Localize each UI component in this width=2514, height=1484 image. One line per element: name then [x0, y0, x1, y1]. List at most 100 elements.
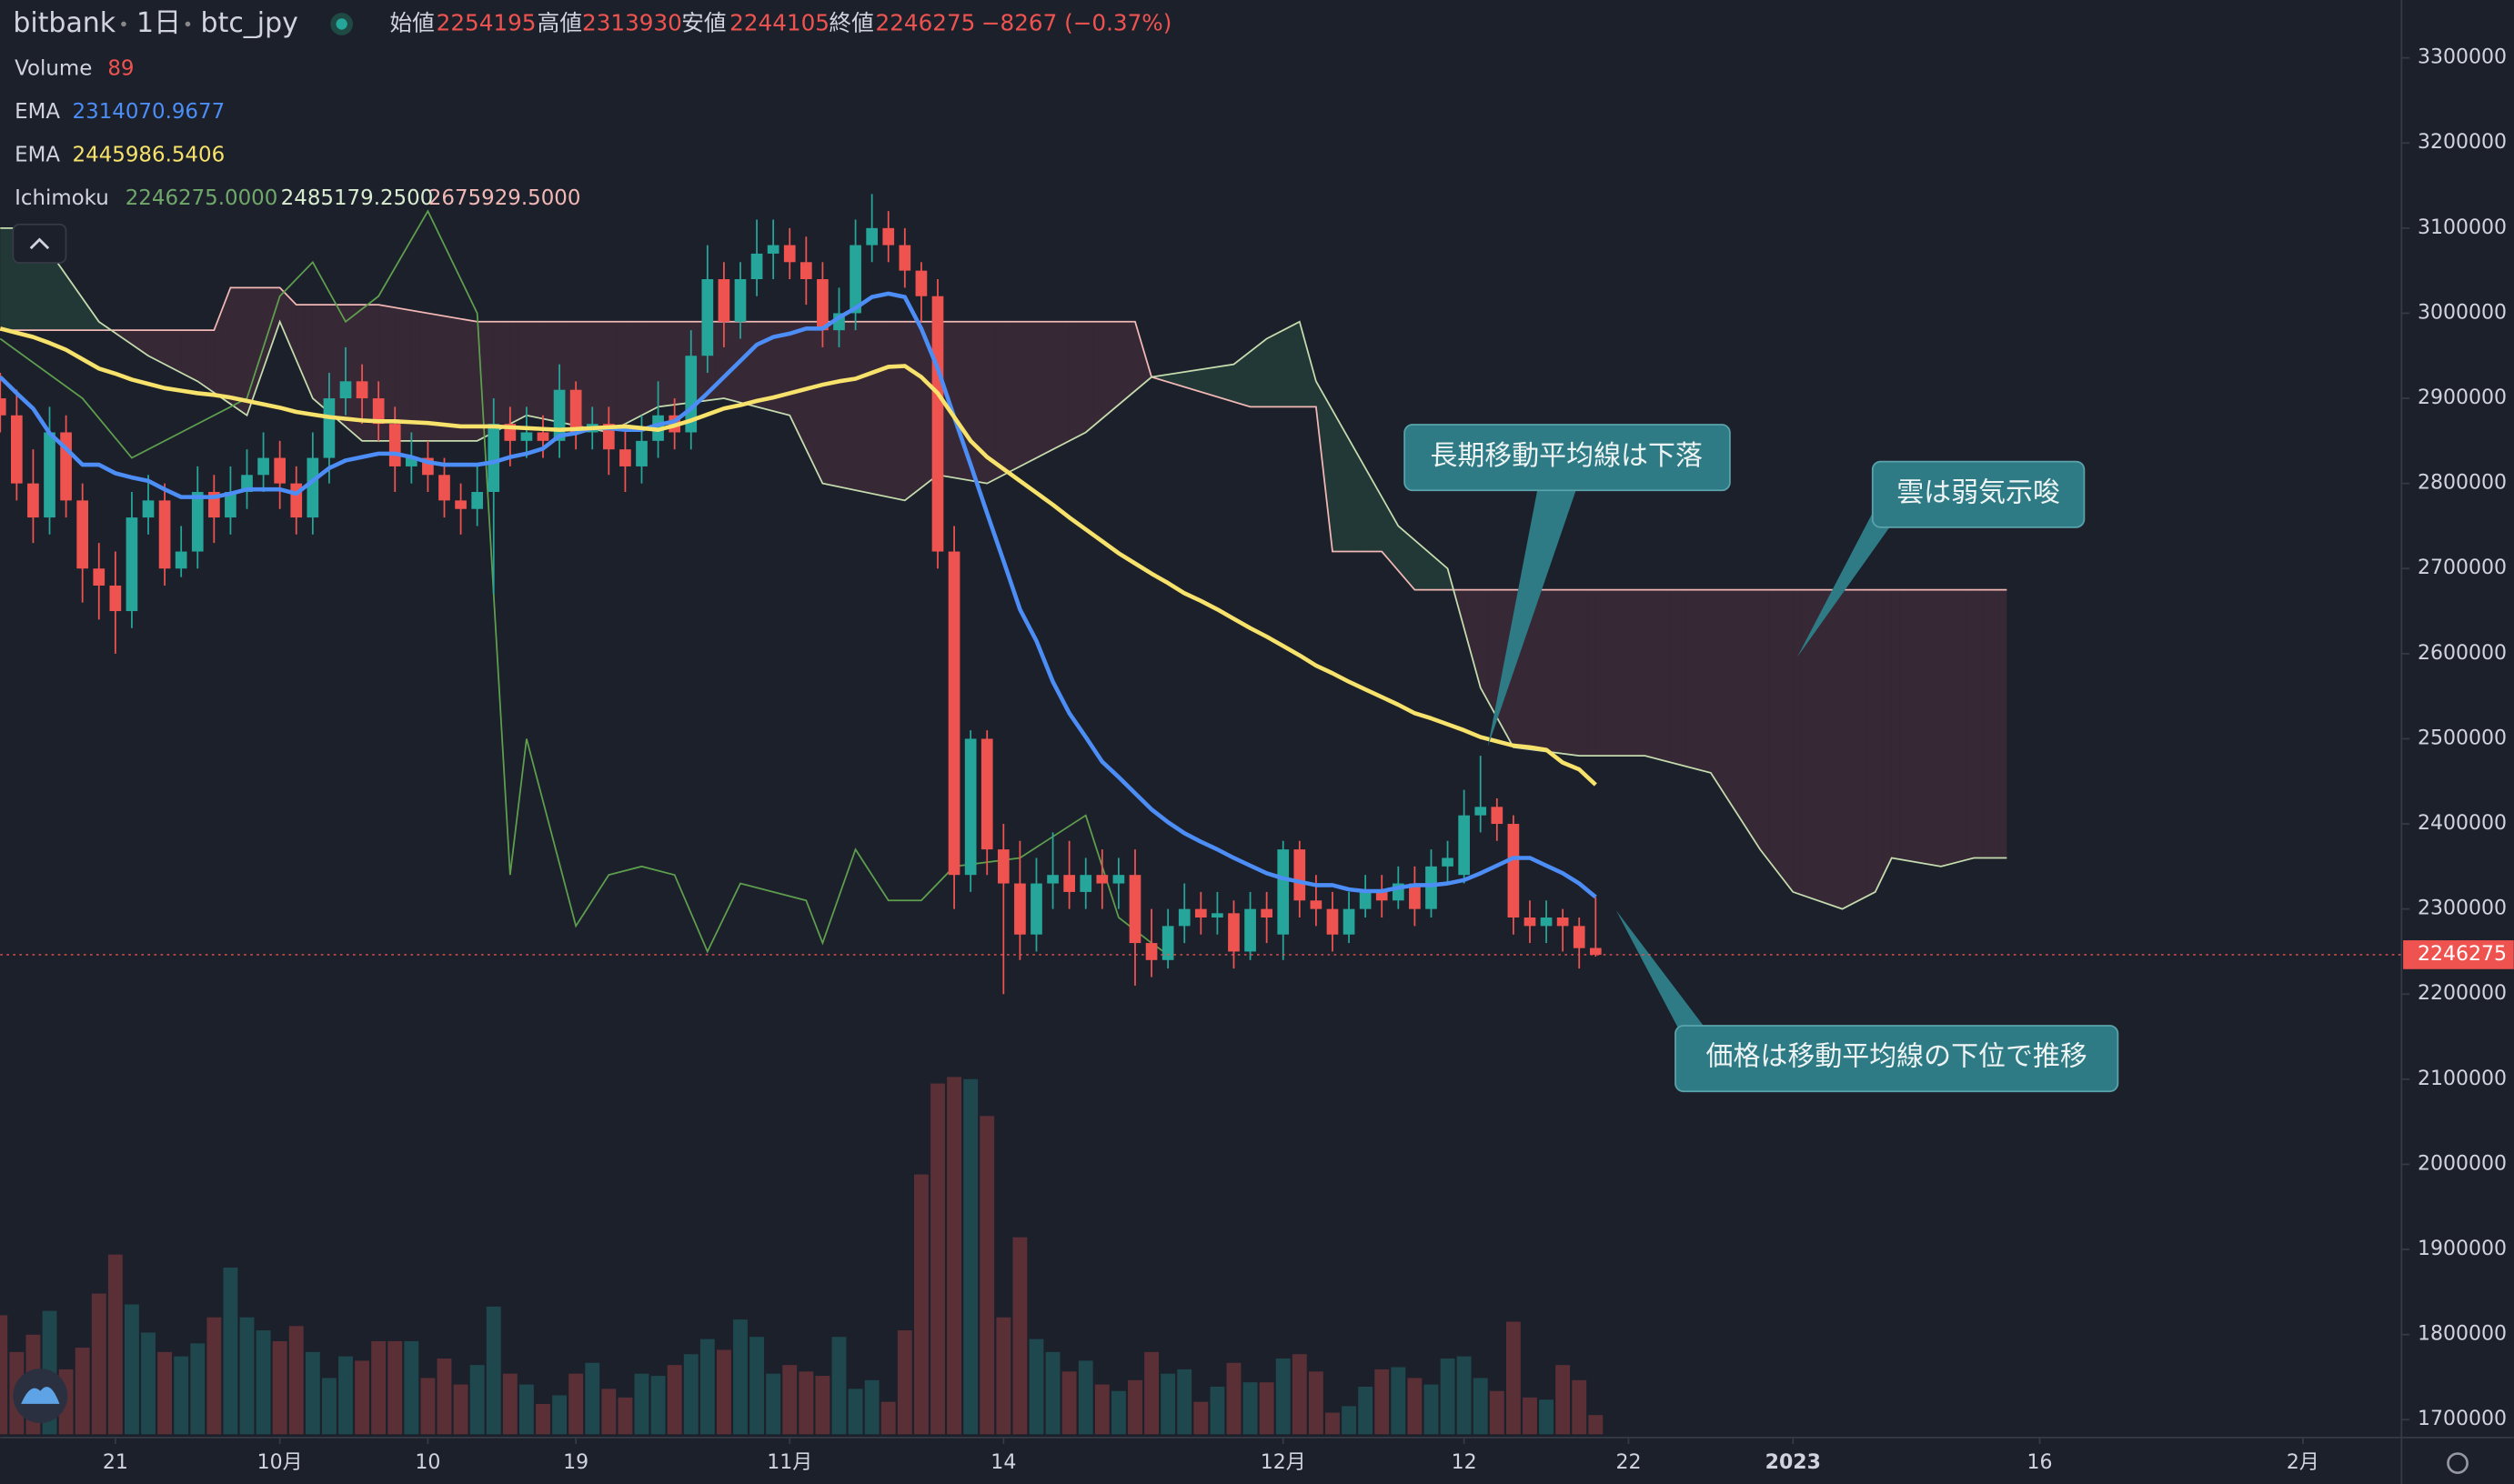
candle-body: [1047, 875, 1059, 884]
volume-bar: [683, 1354, 699, 1435]
cloud-fill: [822, 321, 831, 486]
cloud-fill: [1323, 396, 1332, 552]
cloud-fill: [912, 321, 921, 495]
cloud-fill: [1390, 511, 1399, 571]
cloud-fill: [49, 251, 58, 331]
cloud-fill: [1982, 589, 1991, 858]
cloud-fill: [1044, 321, 1053, 454]
cloud-fill: [739, 321, 749, 406]
cloud-fill: [320, 305, 329, 413]
cloud-fill: [617, 321, 626, 428]
cloud-fill: [387, 306, 396, 441]
x-tick-label: 22: [1615, 1451, 1641, 1474]
cloud-fill: [1883, 589, 1892, 876]
cloud-fill: [1825, 589, 1835, 907]
cloud-fill: [749, 321, 758, 407]
candle-body: [850, 245, 861, 314]
cloud-fill: [0, 227, 9, 331]
candle-body: [1228, 913, 1240, 952]
candle-body: [1080, 875, 1092, 892]
cloud-fill: [1003, 321, 1012, 476]
ichimoku-span-a: [0, 226, 2007, 910]
volume-bar: [371, 1340, 387, 1435]
cloud-fill: [1628, 589, 1637, 757]
volume-bar: [1308, 1371, 1323, 1435]
logo-icon: [21, 1387, 60, 1404]
volume-bar: [1078, 1360, 1093, 1435]
candle-body: [225, 492, 236, 518]
cloud-fill: [814, 321, 823, 484]
cloud-fill: [1834, 589, 1843, 909]
volume-bar: [1094, 1384, 1110, 1435]
volume-bar: [1572, 1379, 1587, 1435]
x-tick-label: 16: [2027, 1451, 2053, 1474]
candle-body: [307, 457, 319, 518]
candle-body: [799, 262, 812, 280]
x-tick-label: 10: [415, 1451, 440, 1474]
legend-name: Ichimoku: [15, 186, 109, 210]
candle-body: [718, 279, 730, 322]
candle-body: [1261, 908, 1272, 917]
volume-bar: [799, 1371, 814, 1435]
candle-body: [1540, 917, 1553, 927]
volume-bar: [0, 1315, 8, 1435]
cloud-fill: [920, 321, 930, 488]
cloud-fill: [1184, 370, 1193, 390]
volume-bar: [733, 1319, 748, 1435]
volume-bar: [601, 1389, 617, 1435]
legend-value: 2445986.5406: [73, 143, 226, 166]
volume-bar: [190, 1343, 206, 1435]
cloud-fill: [1373, 482, 1383, 552]
candle-body: [1425, 866, 1437, 909]
volume-bar: [1259, 1382, 1274, 1435]
y-tick-label: 3000000: [2418, 301, 2507, 324]
volume-bar: [141, 1332, 156, 1435]
candle-body: [76, 500, 89, 569]
candle-body: [175, 551, 187, 569]
cloud-fill: [1809, 589, 1818, 901]
y-tick-label: 2200000: [2418, 982, 2507, 1005]
candle-body: [1573, 926, 1585, 948]
candle-body: [27, 483, 39, 518]
cloud-fill: [1406, 533, 1415, 590]
cloud-fill: [1571, 589, 1580, 757]
volume-bar: [1342, 1406, 1356, 1435]
candle-body: [1194, 908, 1207, 917]
cloud-fill: [296, 305, 305, 379]
cloud-fill: [1110, 321, 1119, 412]
cloud-fill: [403, 308, 412, 441]
cloud-fill: [979, 321, 988, 484]
y-tick-label: 2500000: [2418, 727, 2507, 749]
volume-bar: [91, 1293, 106, 1435]
cloud-fill: [1891, 589, 1900, 860]
y-tick-label: 3300000: [2418, 46, 2507, 69]
volume-bar: [930, 1083, 945, 1435]
callout-text: 長期移動平均線は下落: [1430, 440, 1703, 472]
cloud-fill: [839, 321, 848, 489]
cloud-fill: [444, 316, 453, 441]
candle-body: [323, 398, 336, 458]
volume-bar: [1374, 1369, 1390, 1435]
legend-name: EMA: [15, 143, 60, 166]
cloud-fill: [584, 321, 593, 429]
volume-bar: [1144, 1351, 1159, 1435]
settings-icon[interactable]: [2447, 1452, 2469, 1474]
cloud-fill: [880, 321, 889, 497]
volume-bar: [1177, 1369, 1192, 1435]
candle-body: [1244, 908, 1256, 952]
candle-body: [915, 270, 928, 296]
cloud-fill: [987, 321, 996, 484]
candle-body: [899, 245, 911, 271]
cloud-fill: [452, 317, 461, 441]
cloud-fill: [1694, 589, 1703, 771]
collapse-button[interactable]: [12, 223, 67, 264]
cloud-fill: [954, 321, 963, 479]
volume-bar: [1325, 1412, 1340, 1435]
cloud-fill: [526, 321, 535, 417]
cloud-fill: [1793, 589, 1802, 896]
volume-bar: [75, 1348, 90, 1435]
candle-body: [126, 517, 138, 612]
legend-value: 2485179.2500: [281, 186, 434, 210]
volume-bar: [766, 1373, 781, 1435]
